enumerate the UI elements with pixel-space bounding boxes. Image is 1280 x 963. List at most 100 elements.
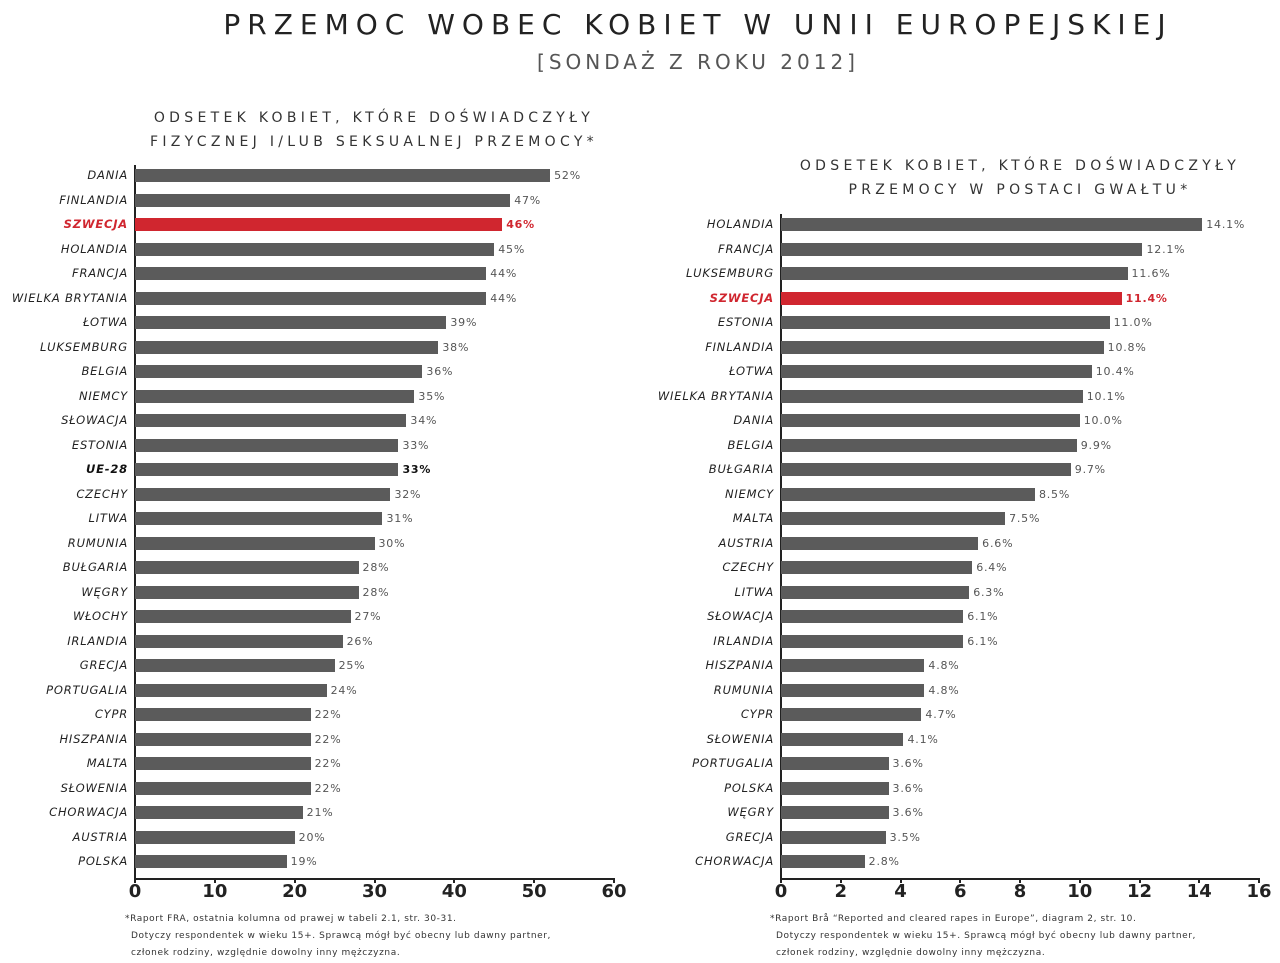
chart-title-line: PRZEMOCY W POSTACI GWAŁTU* [848,182,1192,198]
bar-estonia [135,438,399,452]
value-label: 21% [306,806,334,819]
bar-węgry [135,585,359,599]
category-label: FINLANDIA [59,192,128,207]
value-label: 34% [410,414,438,427]
value-label: 35% [418,389,446,403]
value-label: 3.6% [892,781,924,795]
chart-title-line: ODSETEK KOBIET, KTÓRE DOŚWIADCZYŁY [799,158,1241,174]
category-label: CZECHY [76,486,128,501]
bar-malta [781,512,1006,525]
bar-włochy [135,610,351,623]
value-label: 25% [338,659,366,672]
category-label: FRANCJA [72,266,128,280]
value-label: 6.4% [976,561,1008,574]
bar-francja [781,242,1143,256]
value-label: 27% [354,610,382,623]
x-tick-label: 2 [834,881,848,902]
bar-austria [135,830,295,844]
category-label: HISZPANIA [705,658,774,672]
bar-polska [135,855,287,868]
footnote-line: *Raport FRA, ostatnia kolumna od prawej … [125,914,457,924]
bar-estonia [781,316,1110,329]
category-label: SZWECJA [709,290,774,305]
bar-irlandia [135,634,343,648]
category-label: BELGIA [81,364,128,378]
footnote-line: członek rodziny, względnie dowolny inny … [131,948,401,958]
category-label: SŁOWENIA [706,731,774,746]
x-tick-label: 14 [1186,881,1212,902]
value-label: 2.8% [868,855,900,868]
bar-hiszpania [135,732,311,746]
category-label: RUMUNIA [67,535,128,550]
x-tick-label: 6 [953,881,967,902]
category-label: BUŁGARIA [708,462,774,476]
value-label: 22% [314,732,342,746]
bar-bułgaria [135,561,359,574]
category-label: NIEMCY [724,486,774,501]
category-label: LITWA [88,511,128,525]
bar-austria [781,536,979,550]
bar-cypr [781,708,922,721]
category-label: FINLANDIA [705,339,774,354]
category-label: CYPR [740,707,774,721]
category-label: ŁOTWA [729,364,774,378]
category-label: GRECJA [725,829,774,844]
x-tick-mark [293,878,296,883]
x-tick-mark [1019,878,1021,883]
x-tick-mark [373,878,376,883]
x-tick-mark [899,878,902,883]
category-label: PORTUGALIA [46,682,128,697]
bar-węgry [781,806,889,819]
bar-holandia [781,218,1203,231]
chart-title: ODSETEK KOBIET, KTÓRE DOŚWIADCZYŁY PRZEMO… [780,154,1260,202]
category-label: AUSTRIA [72,829,128,844]
bar-belgia [135,365,423,378]
value-label: 12.1% [1146,242,1186,256]
bar-cypr [135,708,311,721]
chart-title-line: ODSETEK KOBIET, KTÓRE DOŚWIADCZYŁY [153,110,595,126]
value-label: 4.8% [928,659,960,672]
category-label: SŁOWENIA [60,780,128,795]
bar-polska [781,781,889,795]
value-label: 44% [490,291,518,305]
page-title: PRZEMOC WOBEC KOBIET W UNII EUROPEJSKIEJ [223,8,1173,41]
category-label: CHORWACJA [49,805,128,819]
category-label: HISZPANIA [59,731,128,746]
bar-portugalia [135,683,327,697]
category-label: HOLANDIA [60,241,128,256]
x-tick-label: 20 [282,881,308,902]
category-label: CHORWACJA [695,854,774,868]
bar-szwecja [135,218,503,231]
category-label: CZECHY [722,560,774,574]
x-tick-mark [1078,878,1081,883]
value-label: 8.5% [1038,487,1071,501]
x-tick-label: 30 [361,881,388,902]
value-label: 11.0% [1113,316,1153,329]
bar-belgia [781,438,1077,452]
category-label: IRLANDIA [713,633,774,648]
value-label: 10.8% [1107,340,1147,354]
category-label: SZWECJA [63,217,128,231]
value-label: 24% [330,683,358,697]
bar-czechy [135,487,391,501]
x-tick-mark [1138,878,1141,883]
value-label: 10.1% [1086,389,1126,403]
value-label: 4.1% [907,732,939,746]
bar-słowenia [781,732,904,746]
x-tick-label: 0 [774,881,788,902]
value-label: 6.6% [982,536,1014,550]
value-label: 28% [362,561,390,574]
x-tick-mark [839,878,842,883]
bar-chorwacja [135,806,303,819]
bar-francja [135,267,487,280]
value-label: 6.1% [967,610,999,623]
bar-słowacja [781,610,964,623]
value-label: 39% [450,316,478,329]
footnote-line: Dotyczy respondentek w wieku 15+. Sprawc… [776,931,1197,941]
category-label: BELGIA [727,437,774,452]
value-label: 11.4% [1125,291,1168,305]
category-label: RUMUNIA [713,682,774,697]
category-label: WĘGRY [727,805,774,819]
value-label: 20% [298,830,326,844]
value-label: 6.3% [973,585,1005,599]
